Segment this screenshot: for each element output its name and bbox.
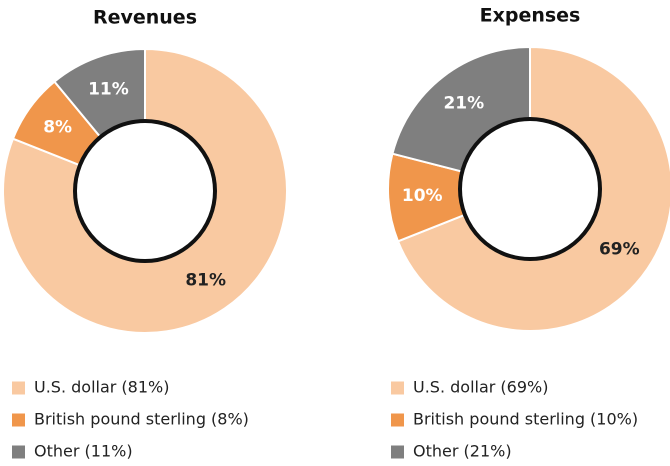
legend-label: British pound sterling (10%) [413, 410, 638, 429]
chart-title: Revenues [93, 7, 197, 29]
donut-hole [73, 119, 217, 263]
donut-hole [458, 117, 602, 261]
data-label: 10% [402, 186, 443, 206]
legend-label: U.S. dollar (69%) [413, 378, 548, 397]
legend-swatch [12, 413, 25, 427]
legend-swatch [391, 445, 404, 459]
legend-swatch [12, 445, 25, 459]
legend-label: Other (11%) [34, 442, 133, 461]
legend-swatch [12, 381, 25, 395]
data-label: 69% [599, 240, 640, 260]
legend-label: U.S. dollar (81%) [34, 378, 169, 397]
legend-swatch [391, 381, 404, 395]
legend-label: Other (21%) [413, 442, 512, 461]
legend-swatch [391, 413, 404, 427]
data-label: 21% [443, 94, 484, 114]
data-label: 11% [88, 79, 129, 99]
data-label: 8% [43, 118, 72, 138]
data-label: 81% [185, 270, 226, 290]
chart-title: Expenses [480, 5, 581, 27]
legend-label: British pound sterling (8%) [34, 410, 249, 429]
